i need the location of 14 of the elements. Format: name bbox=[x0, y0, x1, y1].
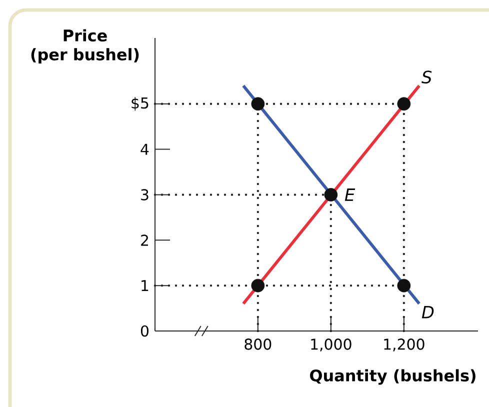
y-tick-label: 0 bbox=[140, 325, 148, 337]
series-label: S bbox=[422, 70, 432, 84]
x-axis-title: Quantity (bushels) bbox=[310, 369, 476, 385]
x-tick-label: 1,000 bbox=[311, 338, 352, 352]
y-tick-label: 3 bbox=[141, 189, 148, 200]
x-tick-label: 800 bbox=[244, 338, 272, 350]
series-label: D bbox=[422, 306, 434, 318]
annotation: E bbox=[344, 188, 356, 201]
y-tick-label: 4 bbox=[140, 144, 149, 155]
x-tick-label: 1,200 bbox=[384, 338, 424, 352]
y-tick-label: $5 bbox=[132, 97, 148, 111]
y-tick-label: 1 bbox=[142, 280, 148, 292]
y-tick-label: 2 bbox=[141, 234, 148, 246]
y-axis-title: Price (per bushel) bbox=[31, 29, 139, 64]
